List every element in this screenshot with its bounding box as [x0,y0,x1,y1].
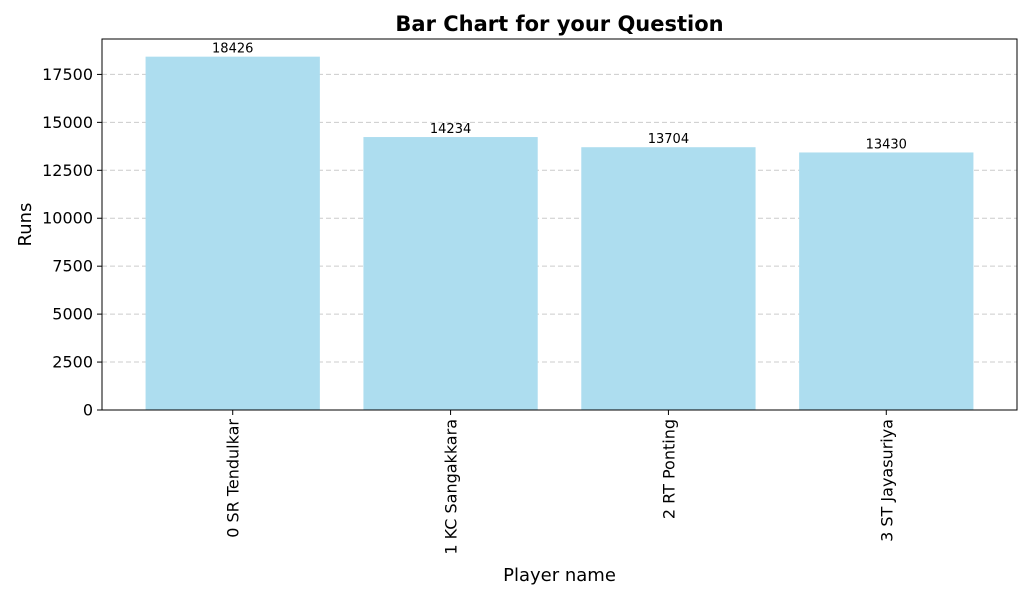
bar [145,56,320,410]
bar-value-label: 14234 [430,122,471,137]
x-tick-label: 2 RT Ponting [659,419,678,519]
x-tick-label: 0 SR Tendulkar [224,419,243,538]
y-tick-label: 7500 [52,257,93,276]
bar-value-label: 13430 [866,137,907,152]
y-tick-label: 2500 [52,353,93,372]
bar-value-label: 13704 [648,132,689,147]
bars [145,56,974,411]
x-tick-label: 1 KC Sangakkara [442,419,461,555]
x-tick-label: 3 ST Jayasuriya [877,419,896,542]
y-tick-label: 17500 [42,65,93,84]
y-tick-label: 15000 [42,113,93,132]
bar [581,147,756,410]
data-labels: 18426 14234 13704 13430 [212,42,907,153]
bar-value-label: 18426 [212,42,253,57]
y-tick-label: 12500 [42,161,93,180]
x-axis-ticks: 0 SR Tendulkar 1 KC Sangakkara 2 RT Pontin… [224,410,896,555]
plot-frame [101,38,1018,411]
y-tick-label: 5000 [52,305,93,324]
y-tick-label: 10000 [42,209,93,228]
bar [799,152,974,411]
bar [363,137,538,410]
x-axis-label: Player name [503,565,616,586]
y-axis-label: Runs [15,203,36,247]
chart-title: Bar Chart for your Question [395,12,723,36]
y-axis-ticks: 0 2500 5000 7500 10000 12500 15000 17500 [42,65,102,420]
y-tick-label: 0 [83,401,93,420]
